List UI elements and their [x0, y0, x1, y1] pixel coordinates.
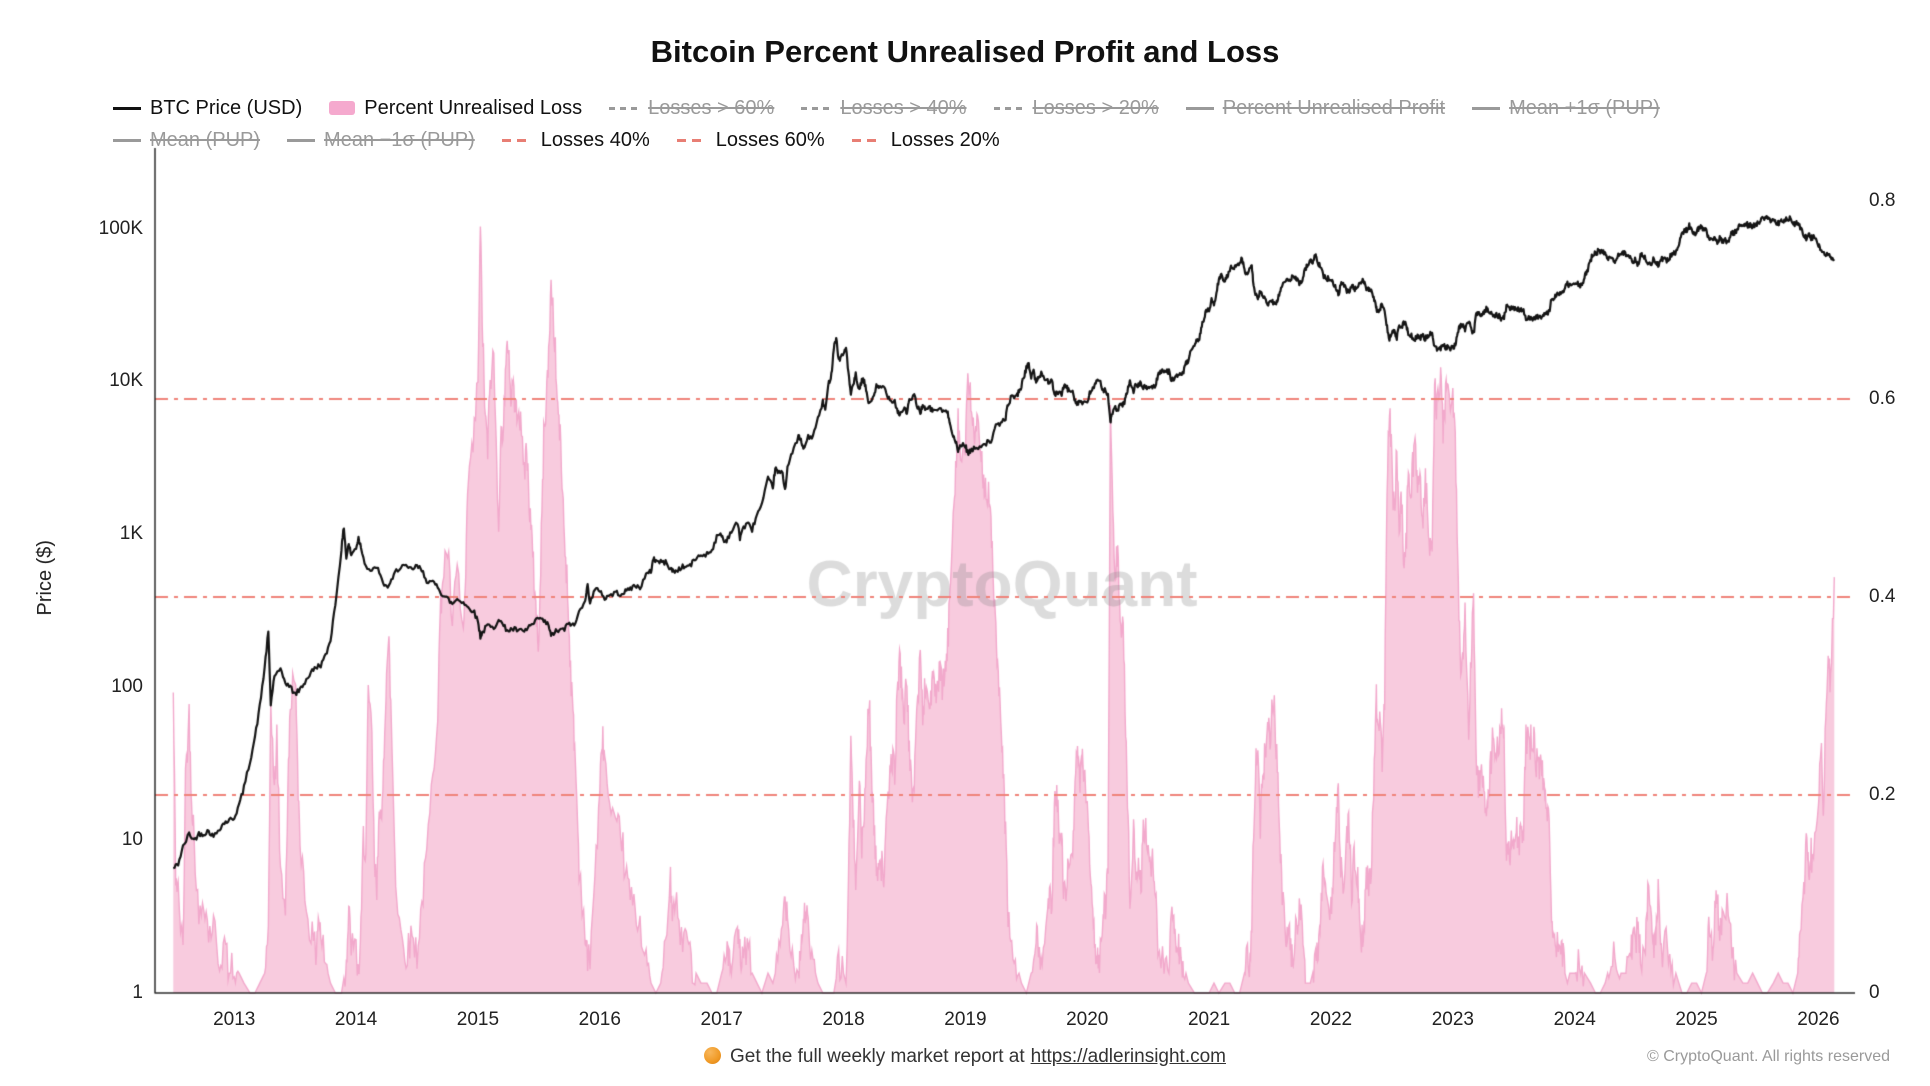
gray-line-marker-icon [1185, 106, 1214, 110]
legend-item-label: Losses > 60% [648, 96, 775, 119]
x-axis-tick: 2026 [1797, 1009, 1840, 1030]
legend-item-label: Mean −1σ (PUP) [324, 128, 475, 151]
red-dashed-marker-icon [676, 138, 707, 142]
black-line-marker-icon [113, 106, 141, 110]
gray-dashed-marker-icon [609, 106, 640, 110]
legend-item-losses-gt-20[interactable]: Losses > 20% [993, 96, 1159, 120]
orange-circle-icon [704, 1047, 721, 1064]
price-axis-label: Price ($) [34, 540, 56, 616]
gray-line-marker-icon [113, 138, 141, 142]
footer-report-link[interactable]: https://adlerinsight.com [1030, 1046, 1226, 1067]
x-axis-tick: 2020 [1066, 1009, 1109, 1030]
gray-line-marker-icon [287, 138, 316, 142]
legend-item-label: Percent Unrealised Profit [1222, 96, 1446, 119]
legend-item-btc-price[interactable]: BTC Price (USD) [113, 97, 302, 120]
loss-axis-tick: 0.6 [1869, 387, 1896, 409]
red-dashed-marker-icon [501, 138, 532, 142]
red-dashed-marker-icon [851, 138, 882, 142]
legend-item-losses-gt-60[interactable]: Losses > 60% [609, 97, 774, 120]
legend-item-label: Losses 60% [715, 128, 825, 151]
legend-item-label: BTC Price (USD) [150, 96, 303, 119]
legend-item-label: Losses 40% [540, 128, 650, 151]
price-axis-tick: 100 [111, 676, 143, 698]
loss-axis-tick: 0.4 [1869, 585, 1896, 607]
legend-item-losses-60[interactable]: Losses 60% [676, 128, 825, 152]
legend-item-mean-pup[interactable]: Mean (PUP) [113, 129, 260, 152]
price-axis-tick: 1K [119, 523, 143, 545]
x-axis-tick: 2021 [1187, 1009, 1231, 1030]
legend-item-losses-20[interactable]: Losses 20% [851, 128, 1000, 152]
footer-report-text: Get the full weekly market report at [730, 1046, 1025, 1067]
price-axis-tick: 1 [132, 982, 143, 1003]
footer-copyright: © CryptoQuant. All rights reserved [1647, 1048, 1890, 1065]
price-axis-tick: 10K [109, 370, 143, 392]
x-axis-tick: 2015 [456, 1009, 500, 1030]
legend-item-percent-unrealised-loss[interactable]: Percent Unrealised Loss [329, 97, 582, 120]
gray-line-marker-icon [1472, 106, 1501, 110]
footer-report: Get the full weekly market report at http… [0, 1046, 1930, 1068]
x-axis-tick: 2023 [1431, 1009, 1474, 1030]
legend-item-label: Losses > 20% [1032, 96, 1159, 119]
loss-axis-tick: 0.8 [1869, 189, 1896, 211]
legend-item-losses-40[interactable]: Losses 40% [501, 128, 650, 152]
legend-item-label: Losses 20% [890, 128, 1000, 151]
legend-item-percent-unrealised-profit[interactable]: Percent Unrealised Profit [1185, 96, 1446, 120]
x-axis-tick: 2014 [334, 1009, 378, 1030]
legend-item-label: Percent Unrealised Loss [364, 96, 583, 119]
price-axis-tick: 10 [121, 829, 143, 851]
x-axis-tick: 2013 [213, 1009, 256, 1030]
loss-axis-tick: 0.2 [1869, 783, 1896, 805]
price-axis-tick: 100K [98, 217, 143, 239]
legend-row-2: Mean (PUP) Mean −1σ (PUP) Losses 40% Losses… [113, 124, 1893, 156]
x-axis-tick: 2019 [944, 1009, 987, 1030]
page-title: Bitcoin Percent Unrealised Profit and Lo… [650, 34, 1280, 69]
legend-item-losses-gt-40[interactable]: Losses > 40% [801, 96, 967, 120]
x-axis-tick: 2018 [822, 1009, 865, 1030]
legend-item-label: Mean (PUP) [150, 128, 261, 151]
x-axis-tick: 2024 [1553, 1009, 1596, 1030]
legend-item-label: Mean +1σ (PUP) [1509, 96, 1660, 119]
legend-item-mean-minus-1sigma-pup[interactable]: Mean −1σ (PUP) [287, 129, 475, 152]
legend-row-1: BTC Price (USD) Percent Unrealised Loss Lo… [113, 92, 1893, 124]
gray-dashed-marker-icon [801, 106, 832, 110]
legend-item-mean-plus-1sigma-pup[interactable]: Mean +1σ (PUP) [1472, 97, 1660, 120]
x-axis-tick: 2022 [1309, 1009, 1353, 1030]
pink-swatch-marker-icon [329, 101, 356, 115]
loss-axis-tick: 0 [1869, 982, 1880, 1003]
legend: BTC Price (USD) Percent Unrealised Loss Lo… [113, 92, 1893, 156]
x-axis-tick: 2025 [1675, 1009, 1718, 1030]
gray-dashed-marker-icon [993, 106, 1024, 110]
legend-item-label: Losses > 40% [840, 96, 967, 119]
x-axis-tick: 2016 [578, 1009, 621, 1030]
x-axis-tick: 2017 [700, 1009, 743, 1030]
